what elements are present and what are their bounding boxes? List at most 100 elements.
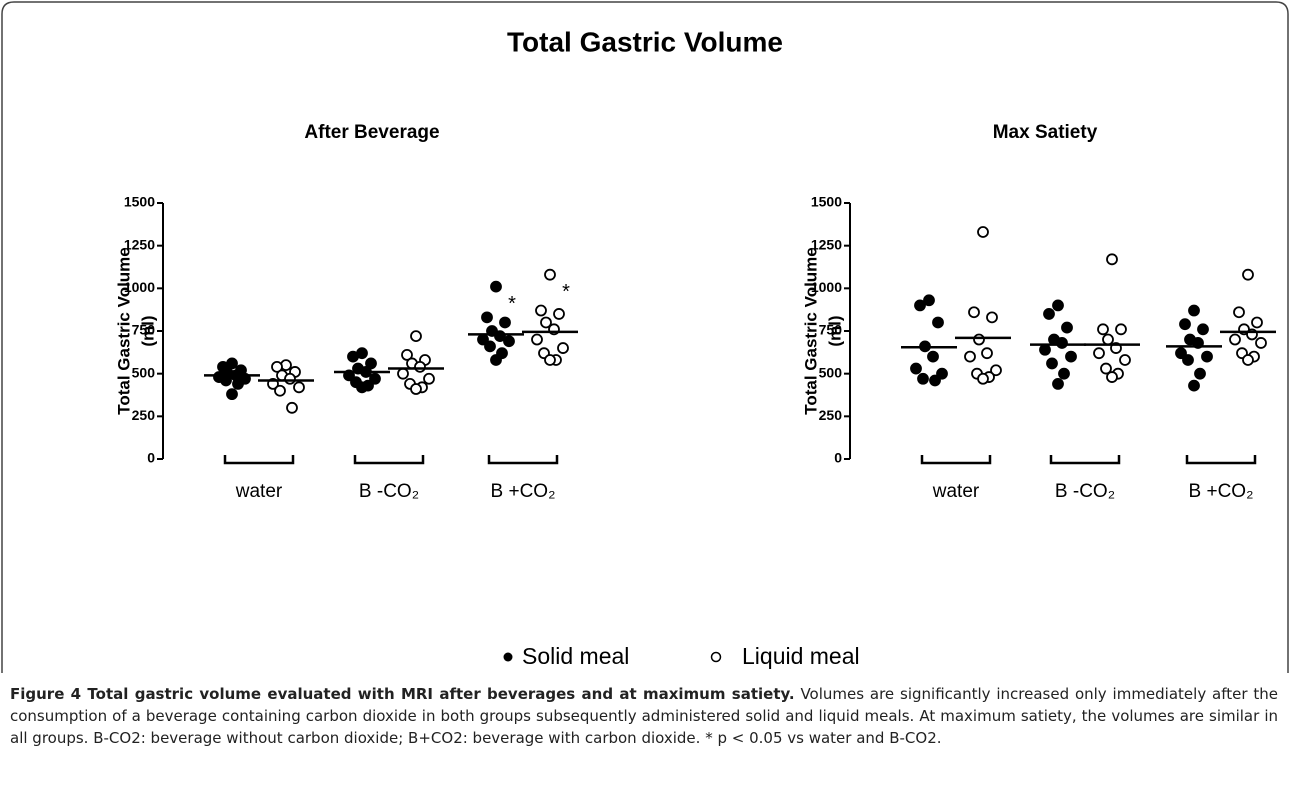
data-point xyxy=(232,378,244,390)
data-point xyxy=(347,350,359,363)
y-tick-label: 750 xyxy=(132,322,156,338)
data-point xyxy=(484,340,496,353)
y-tick-label: 1250 xyxy=(124,236,155,252)
data-point xyxy=(531,333,543,346)
y-tick-label: 1500 xyxy=(811,194,842,210)
data-point xyxy=(1106,371,1118,383)
data-point xyxy=(1065,350,1077,363)
chart-title: Max Satiety xyxy=(993,122,1098,143)
data-point xyxy=(410,383,422,395)
caption: Figure 4 Total gastric volume evaluated … xyxy=(10,683,1278,749)
data-point xyxy=(553,308,565,320)
y-tick-label: 250 xyxy=(132,407,156,423)
data-point xyxy=(490,280,502,293)
data-point xyxy=(1182,354,1194,366)
data-point xyxy=(1052,378,1064,390)
data-point xyxy=(929,374,941,387)
y-axis-label: (ml) xyxy=(138,315,157,346)
data-point xyxy=(397,367,409,380)
group-bracket xyxy=(1049,455,1121,465)
data-point xyxy=(1201,350,1213,363)
group-bracket xyxy=(353,455,425,465)
data-point xyxy=(286,401,298,414)
y-tick-label: 250 xyxy=(819,407,843,423)
data-point xyxy=(977,226,989,238)
data-point xyxy=(535,304,547,317)
group-bracket xyxy=(223,455,295,465)
caption-title: Figure 4 Total gastric volume evaluated … xyxy=(10,685,795,703)
x-tick-label: water xyxy=(235,481,283,502)
data-point xyxy=(1255,337,1267,349)
x-tick-label: B -CO₂ xyxy=(1055,481,1115,502)
data-point xyxy=(271,360,283,373)
data-point xyxy=(356,381,368,394)
data-point xyxy=(968,306,980,319)
data-point xyxy=(293,381,305,394)
annotation: * xyxy=(562,281,570,303)
data-point xyxy=(401,348,413,361)
data-point xyxy=(490,354,502,366)
legend-swatch xyxy=(710,651,722,663)
data-point xyxy=(1102,333,1114,346)
data-point xyxy=(936,367,948,380)
data-point xyxy=(1097,323,1109,336)
data-point xyxy=(1197,323,1209,336)
data-point xyxy=(423,372,435,385)
data-point xyxy=(1175,347,1187,360)
y-tick-label: 0 xyxy=(834,450,842,466)
data-point xyxy=(1242,354,1254,366)
data-point xyxy=(986,311,998,324)
data-point xyxy=(499,316,511,329)
data-point xyxy=(1188,379,1200,392)
x-tick-label: B +CO₂ xyxy=(1189,481,1254,502)
data-point xyxy=(503,335,515,348)
data-point xyxy=(481,311,493,324)
annotation: * xyxy=(508,293,516,315)
data-point xyxy=(1188,304,1200,317)
data-point xyxy=(544,354,556,366)
legend-swatch xyxy=(503,652,513,662)
y-tick-label: 0 xyxy=(147,450,155,466)
group-bracket xyxy=(1185,455,1257,465)
data-point xyxy=(410,330,422,343)
legend-label: Liquid meal xyxy=(742,643,860,669)
data-point xyxy=(1039,343,1051,356)
data-point xyxy=(973,333,985,346)
data-point xyxy=(365,357,377,370)
data-point xyxy=(1093,347,1105,360)
data-point xyxy=(990,364,1002,377)
data-point xyxy=(274,384,286,397)
data-point xyxy=(977,372,989,385)
caption-text: Volumes are significantly increased only… xyxy=(10,685,1278,747)
data-point xyxy=(1251,316,1263,329)
data-point xyxy=(1179,318,1191,331)
x-tick-label: B -CO₂ xyxy=(359,481,419,502)
y-tick-label: 1250 xyxy=(811,236,842,252)
data-point xyxy=(1106,253,1118,266)
y-axis-label: Total Gastric Volume xyxy=(801,247,820,415)
group-bracket xyxy=(487,455,559,465)
data-point xyxy=(910,362,922,375)
data-point xyxy=(914,299,926,312)
legend-label: Solid meal xyxy=(522,643,629,669)
x-tick-label: B +CO₂ xyxy=(491,481,556,502)
data-point xyxy=(932,316,944,329)
data-point xyxy=(917,372,929,385)
y-tick-label: 500 xyxy=(819,364,843,380)
data-point xyxy=(1194,367,1206,380)
data-point xyxy=(964,350,976,363)
data-point xyxy=(414,360,426,373)
figure: Total Gastric Volume Solid meal Liquid m… xyxy=(1,1,1289,673)
data-point xyxy=(1052,299,1064,312)
y-tick-label: 1500 xyxy=(124,194,155,210)
data-point xyxy=(1233,306,1245,319)
data-point xyxy=(1046,357,1058,370)
data-point xyxy=(284,372,296,385)
frame xyxy=(1,1,1289,673)
data-point xyxy=(220,374,232,387)
y-tick-label: 1000 xyxy=(124,279,155,295)
data-point xyxy=(1061,321,1073,334)
y-tick-label: 500 xyxy=(132,364,156,380)
data-point xyxy=(226,388,238,401)
